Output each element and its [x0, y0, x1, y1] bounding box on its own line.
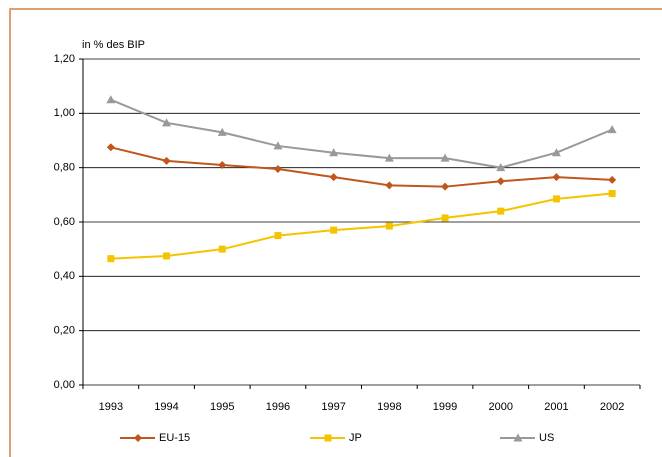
data-point	[329, 148, 339, 157]
data-point	[162, 118, 172, 127]
data-point	[440, 153, 450, 162]
y-tick-label: 1,00	[54, 107, 75, 119]
data-point	[106, 143, 115, 152]
x-tick-label: 1997	[321, 401, 345, 413]
x-tick-label: 2002	[600, 401, 624, 413]
x-tick-label: 1995	[210, 401, 234, 413]
x-tick-label: 1996	[266, 401, 290, 413]
y-axis-label: in % des BIP	[82, 39, 145, 51]
legend-label: US	[539, 432, 554, 444]
data-point	[218, 245, 226, 253]
data-point	[385, 181, 394, 190]
data-point	[163, 252, 171, 260]
data-point	[274, 232, 282, 240]
data-point	[273, 141, 283, 150]
data-point	[496, 163, 506, 172]
legend-marker	[324, 434, 332, 442]
data-point	[551, 148, 561, 157]
data-point	[273, 165, 282, 174]
data-point	[441, 214, 449, 222]
legend-marker	[134, 434, 142, 442]
x-tick-label: 1994	[154, 401, 178, 413]
x-tick-label: 1993	[99, 401, 123, 413]
data-point	[217, 127, 227, 136]
data-point	[552, 195, 560, 203]
y-tick-label: 0,60	[54, 216, 75, 228]
data-point	[496, 177, 505, 186]
series-line	[110, 98, 613, 169]
legend-marker	[513, 433, 523, 442]
x-tick-label: 1999	[433, 401, 457, 413]
data-point	[608, 189, 616, 197]
data-point	[329, 173, 338, 182]
data-point	[441, 182, 450, 191]
y-tick-label: 1,20	[54, 53, 75, 65]
data-point	[218, 160, 227, 169]
x-tick-label: 2000	[489, 401, 513, 413]
data-point	[106, 95, 116, 104]
data-point	[384, 153, 394, 162]
series-line	[110, 192, 613, 260]
x-tick-label: 1998	[377, 401, 401, 413]
chart-frame	[9, 8, 662, 457]
data-point	[330, 226, 338, 234]
y-tick-label: 0,40	[54, 270, 75, 282]
data-point	[497, 207, 505, 215]
data-point	[385, 222, 393, 230]
data-point	[552, 173, 561, 182]
legend-label: JP	[349, 432, 362, 444]
data-point	[107, 255, 115, 263]
data-point	[607, 125, 617, 134]
series-line	[110, 146, 613, 188]
data-point	[608, 175, 617, 184]
data-point	[162, 156, 171, 165]
legend-label: EU-15	[159, 432, 190, 444]
y-tick-label: 0,20	[54, 325, 75, 337]
y-tick-label: 0,80	[54, 162, 75, 174]
x-tick-label: 2001	[544, 401, 568, 413]
y-tick-label: 0,00	[54, 379, 75, 391]
